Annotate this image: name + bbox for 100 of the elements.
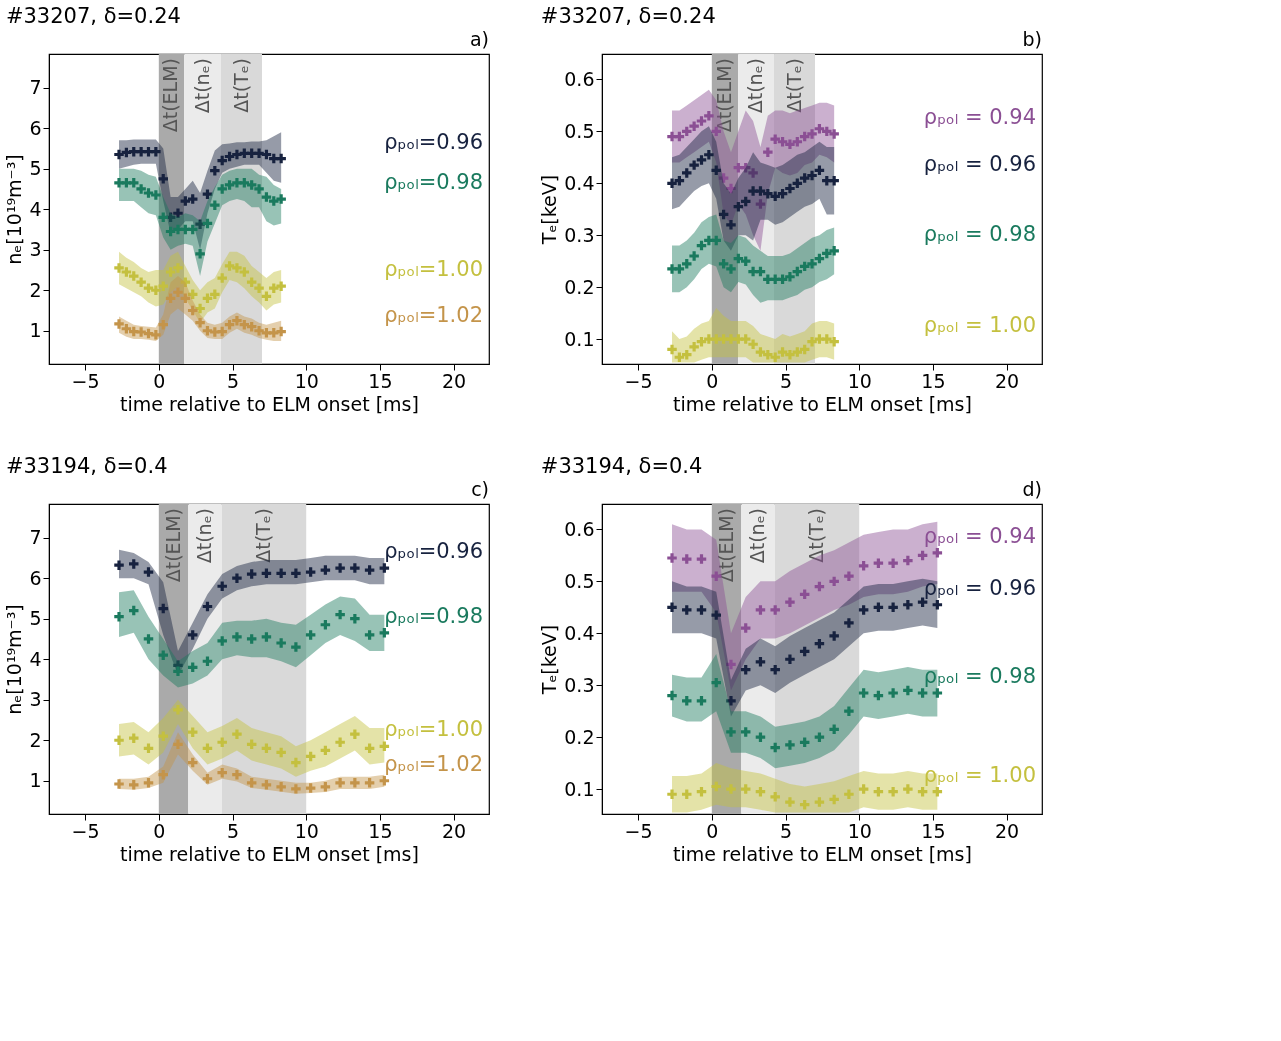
point (842, 704, 856, 718)
band-label: Δt(nₑ) (744, 58, 767, 114)
point (790, 176, 804, 190)
point (857, 782, 870, 796)
point (304, 750, 317, 763)
x-axis-title: time relative to ELM onset [ms] (673, 392, 972, 415)
point (901, 782, 915, 796)
point (193, 247, 207, 261)
series-label: ρₚₒₗ = 0.98 (923, 664, 1036, 689)
point (805, 257, 819, 271)
point (842, 787, 856, 801)
point (680, 348, 694, 361)
point (724, 218, 738, 232)
point (260, 630, 273, 644)
point (680, 166, 694, 180)
point (348, 561, 362, 575)
x-tick-label: 20 (995, 369, 1020, 392)
point (798, 260, 812, 273)
x-tick-label: 5 (226, 369, 240, 392)
point (680, 257, 694, 271)
point (201, 772, 214, 786)
point (886, 600, 900, 614)
point (665, 689, 679, 702)
point (230, 571, 244, 585)
point (665, 551, 679, 565)
point (695, 552, 708, 566)
point (842, 569, 856, 583)
point (687, 119, 701, 133)
point (754, 603, 767, 617)
y-axis-title: Tₑ[keV] (538, 624, 561, 696)
point (702, 109, 716, 123)
point (665, 176, 679, 190)
y-tick-label: 4 (29, 647, 42, 670)
point (768, 603, 782, 617)
point (179, 275, 192, 289)
point (230, 727, 244, 741)
series-label: ρₚₒₗ=0.96 (384, 539, 483, 564)
point (790, 345, 804, 359)
point (186, 725, 200, 739)
point (827, 723, 841, 736)
x-axis-title: time relative to ELM onset [ms] (120, 392, 419, 415)
point (872, 785, 885, 799)
point (790, 135, 804, 149)
point (289, 756, 303, 769)
series-label: ρₚₒₗ = 0.94 (923, 523, 1036, 548)
point (813, 637, 826, 651)
point (156, 768, 170, 782)
point (805, 169, 819, 182)
point (164, 265, 177, 279)
x-tick-label: 10 (847, 819, 872, 842)
point (739, 621, 753, 635)
y-tick-label: 6 (29, 566, 42, 589)
point (931, 785, 944, 799)
point (208, 287, 222, 301)
point (872, 600, 885, 614)
point (680, 552, 694, 566)
x-tick-label: 10 (847, 369, 872, 392)
point (798, 171, 812, 185)
point (120, 146, 133, 159)
point (798, 588, 812, 601)
point (813, 795, 826, 809)
point (783, 270, 797, 284)
band-label: Δt(ELM) (712, 58, 735, 133)
point (754, 730, 767, 744)
point (665, 787, 679, 801)
point (156, 318, 170, 332)
point (289, 640, 303, 654)
point (724, 658, 738, 671)
y-tick-label: 7 (29, 76, 42, 99)
series-label: ρₚₒₗ = 1.00 (923, 762, 1036, 787)
point (783, 795, 797, 809)
point (186, 628, 200, 642)
point (142, 776, 155, 790)
text: ρₚₒₗ=1.02 (384, 302, 483, 327)
point (223, 178, 236, 192)
y-tick-label: 3 (29, 238, 42, 261)
y-tick-label: 1 (29, 319, 42, 342)
point (215, 271, 229, 285)
chart-title: #33194, δ=0.4 (5, 454, 168, 478)
y-tick-label: 7 (29, 526, 42, 549)
point (916, 549, 929, 562)
x-tick-label: 5 (779, 819, 793, 842)
point (186, 223, 200, 236)
y-axis-title: Tₑ[keV] (538, 174, 561, 246)
point (673, 130, 686, 143)
point (267, 281, 281, 295)
band-label: Δt(ELM) (161, 508, 184, 583)
point (215, 735, 229, 749)
point (348, 776, 362, 790)
y-tick-label: 2 (29, 728, 42, 751)
point (333, 561, 347, 575)
band-label: Δt(ELM) (159, 58, 182, 133)
point (798, 343, 812, 356)
x-tick-label: −5 (71, 369, 100, 392)
x-tick-label: 0 (706, 369, 719, 392)
point (665, 600, 679, 614)
point (127, 557, 141, 571)
point (112, 148, 126, 161)
point (805, 335, 819, 349)
y-tick-label: 5 (29, 607, 42, 630)
